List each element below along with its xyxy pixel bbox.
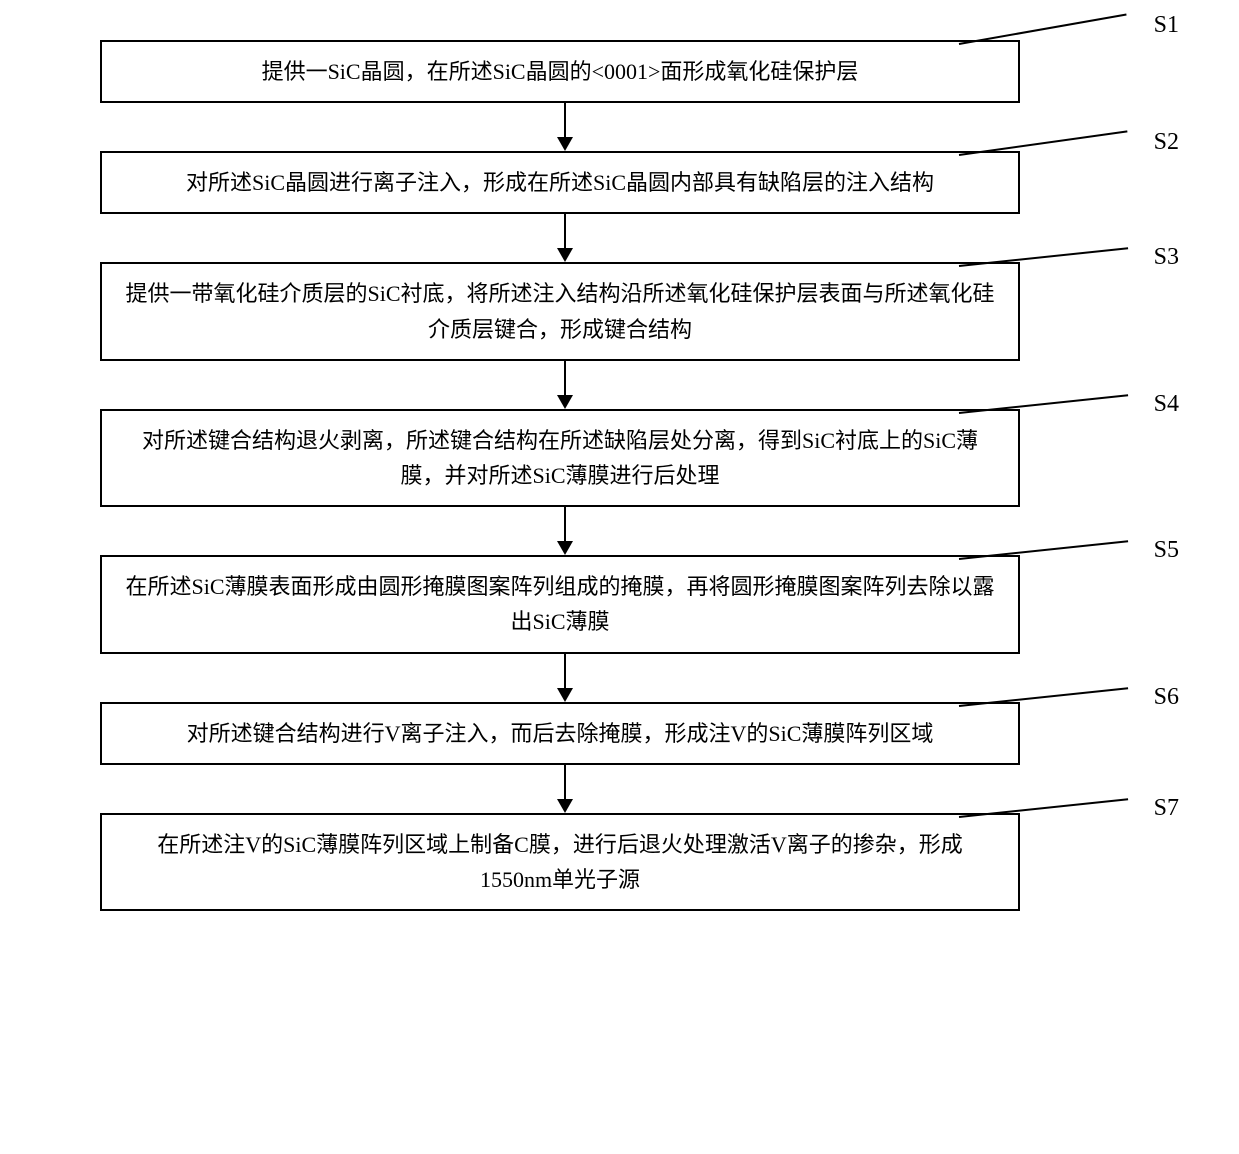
step-row-1: 提供一SiC晶圆，在所述SiC晶圆的<0001>面形成氧化硅保护层 S1 bbox=[30, 40, 1209, 103]
connector-line-4 bbox=[959, 394, 1128, 414]
step-row-7: 在所述注V的SiC薄膜阵列区域上制备C膜，进行后退火处理激活V离子的掺杂，形成1… bbox=[30, 813, 1209, 911]
arrow-4 bbox=[557, 507, 573, 555]
connector-line-1 bbox=[959, 13, 1127, 44]
step-text-3: 提供一带氧化硅介质层的SiC衬底，将所述注入结构沿所述氧化硅保护层表面与所述氧化… bbox=[125, 281, 994, 341]
step-text-4: 对所述键合结构退火剥离，所述键合结构在所述缺陷层处分离，得到SiC衬底上的SiC… bbox=[142, 428, 978, 488]
arrow-head-6 bbox=[557, 799, 573, 813]
arrow-head-3 bbox=[557, 395, 573, 409]
connector-line-7 bbox=[959, 798, 1128, 818]
connector-line-6 bbox=[959, 687, 1128, 707]
arrow-2 bbox=[557, 214, 573, 262]
step-label-2: S2 bbox=[1154, 129, 1179, 156]
connector-line-5 bbox=[959, 540, 1128, 560]
arrow-head-2 bbox=[557, 248, 573, 262]
step-row-6: 对所述键合结构进行V离子注入，而后去除掩膜，形成注V的SiC薄膜阵列区域 S6 bbox=[30, 702, 1209, 765]
step-text-7: 在所述注V的SiC薄膜阵列区域上制备C膜，进行后退火处理激活V离子的掺杂，形成1… bbox=[157, 832, 962, 892]
step-label-7: S7 bbox=[1154, 795, 1179, 822]
step-row-3: 提供一带氧化硅介质层的SiC衬底，将所述注入结构沿所述氧化硅保护层表面与所述氧化… bbox=[30, 262, 1209, 360]
step-box-7: 在所述注V的SiC薄膜阵列区域上制备C膜，进行后退火处理激活V离子的掺杂，形成1… bbox=[100, 813, 1020, 911]
step-text-6: 对所述键合结构进行V离子注入，而后去除掩膜，形成注V的SiC薄膜阵列区域 bbox=[187, 721, 934, 746]
arrow-5 bbox=[557, 654, 573, 702]
step-row-5: 在所述SiC薄膜表面形成由圆形掩膜图案阵列组成的掩膜，再将圆形掩膜图案阵列去除以… bbox=[30, 555, 1209, 653]
step-box-4: 对所述键合结构退火剥离，所述键合结构在所述缺陷层处分离，得到SiC衬底上的SiC… bbox=[100, 409, 1020, 507]
step-box-1: 提供一SiC晶圆，在所述SiC晶圆的<0001>面形成氧化硅保护层 bbox=[100, 40, 1020, 103]
arrow-head-1 bbox=[557, 137, 573, 151]
arrow-head-4 bbox=[557, 541, 573, 555]
step-row-2: 对所述SiC晶圆进行离子注入，形成在所述SiC晶圆内部具有缺陷层的注入结构 S2 bbox=[30, 151, 1209, 214]
step-row-4: 对所述键合结构退火剥离，所述键合结构在所述缺陷层处分离，得到SiC衬底上的SiC… bbox=[30, 409, 1209, 507]
connector-line-2 bbox=[959, 131, 1128, 157]
step-label-1: S1 bbox=[1154, 12, 1179, 39]
step-box-5: 在所述SiC薄膜表面形成由圆形掩膜图案阵列组成的掩膜，再将圆形掩膜图案阵列去除以… bbox=[100, 555, 1020, 653]
arrow-line-1 bbox=[564, 103, 566, 137]
step-text-2: 对所述SiC晶圆进行离子注入，形成在所述SiC晶圆内部具有缺陷层的注入结构 bbox=[186, 170, 934, 195]
arrow-head-5 bbox=[557, 688, 573, 702]
arrow-line-5 bbox=[564, 654, 566, 688]
arrow-line-4 bbox=[564, 507, 566, 541]
step-box-2: 对所述SiC晶圆进行离子注入，形成在所述SiC晶圆内部具有缺陷层的注入结构 bbox=[100, 151, 1020, 214]
arrow-1 bbox=[557, 103, 573, 151]
arrow-3 bbox=[557, 361, 573, 409]
step-label-6: S6 bbox=[1154, 684, 1179, 711]
step-text-5: 在所述SiC薄膜表面形成由圆形掩膜图案阵列组成的掩膜，再将圆形掩膜图案阵列去除以… bbox=[125, 574, 994, 634]
step-label-5: S5 bbox=[1154, 537, 1179, 564]
arrow-line-3 bbox=[564, 361, 566, 395]
step-box-3: 提供一带氧化硅介质层的SiC衬底，将所述注入结构沿所述氧化硅保护层表面与所述氧化… bbox=[100, 262, 1020, 360]
step-label-3: S3 bbox=[1154, 244, 1179, 271]
arrow-6 bbox=[557, 765, 573, 813]
arrow-line-6 bbox=[564, 765, 566, 799]
step-label-4: S4 bbox=[1154, 391, 1179, 418]
arrow-line-2 bbox=[564, 214, 566, 248]
flowchart-container: 提供一SiC晶圆，在所述SiC晶圆的<0001>面形成氧化硅保护层 S1 对所述… bbox=[30, 40, 1209, 911]
step-text-1: 提供一SiC晶圆，在所述SiC晶圆的<0001>面形成氧化硅保护层 bbox=[262, 59, 859, 84]
step-box-6: 对所述键合结构进行V离子注入，而后去除掩膜，形成注V的SiC薄膜阵列区域 bbox=[100, 702, 1020, 765]
